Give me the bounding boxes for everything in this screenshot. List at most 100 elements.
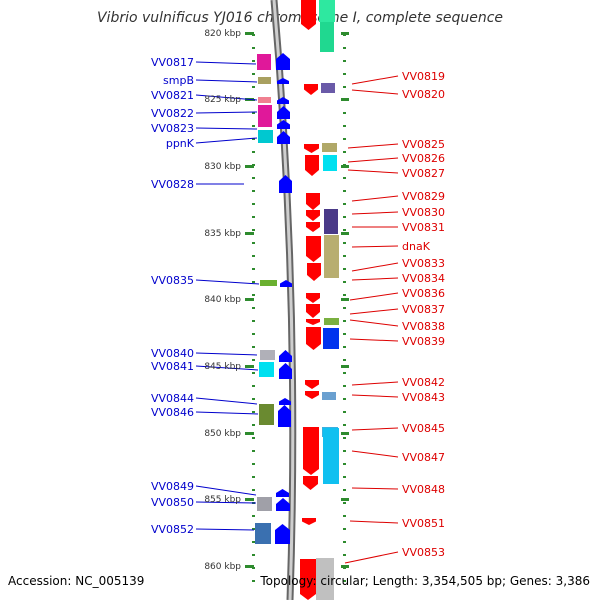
forward-gene-box [258, 105, 272, 127]
guide-dot [343, 489, 346, 491]
forward-arrow [277, 120, 290, 129]
guide-dot [343, 372, 346, 374]
reverse-gene-box [321, 83, 335, 93]
scale-tick-right [341, 98, 349, 101]
guide-dot [343, 502, 346, 504]
guide-dot [343, 125, 346, 127]
guide-dot [252, 411, 255, 413]
leader-line-ppnk [195, 137, 258, 144]
guide-dot [343, 385, 346, 387]
reverse-gene-box [320, 22, 334, 52]
guide-dot [252, 151, 255, 153]
guide-dot [252, 281, 255, 283]
reverse-gene-box [322, 392, 336, 400]
forward-gene-box [260, 350, 275, 360]
guide-dot [343, 476, 346, 478]
guide-dot [343, 294, 346, 296]
scale-label: 835 kbp [204, 229, 241, 239]
gene-label-vv0820: VV0820 [402, 88, 445, 101]
gene-label-vv0851: VV0851 [402, 517, 445, 530]
gene-label-vv0845: VV0845 [402, 422, 445, 435]
leader-line-vv0841 [195, 365, 259, 371]
reverse-arrow [301, 0, 316, 30]
forward-arrow [277, 106, 290, 119]
forward-gene-box [258, 130, 273, 143]
forward-arrow [277, 131, 290, 144]
accession-label: Accession: NC_005139 [8, 574, 145, 588]
forward-arrow [276, 53, 290, 70]
guide-dot [252, 294, 255, 296]
map-title: Vibrio vulnificus YJ016 chromosome I, co… [96, 10, 504, 26]
gene-label-vv0850: VV0850 [151, 496, 194, 509]
guide-dot [343, 580, 346, 582]
forward-arrow [280, 280, 292, 287]
leader-line-vv0821 [195, 94, 258, 101]
scale-tick-right [341, 232, 349, 235]
gene-label-vv0828: VV0828 [151, 178, 194, 191]
forward-arrow [279, 363, 292, 379]
forward-arrow [278, 405, 291, 427]
guide-dot [252, 112, 255, 114]
guide-dot [252, 450, 255, 452]
gene-label-vv0821: VV0821 [151, 89, 194, 102]
topology-label: Topology: circular; Length: 3,354,505 bp… [260, 574, 590, 588]
scale-label: 855 kbp [204, 495, 241, 505]
scale-tick [245, 32, 254, 35]
gene-label-dnak: dnaK [402, 240, 431, 253]
guide-dot [252, 359, 255, 361]
reverse-arrow [305, 391, 319, 399]
reverse-arrow [306, 236, 321, 262]
guide-dot [343, 463, 346, 465]
guide-dot [252, 255, 255, 257]
scale-tick-right [341, 32, 349, 35]
guide-dot [343, 541, 346, 543]
gene-label-vv0836: VV0836 [402, 287, 445, 300]
reverse-arrow [306, 304, 320, 318]
scale-label: 860 kbp [204, 562, 241, 572]
reverse-arrow [302, 518, 316, 525]
forward-gene-box [259, 362, 274, 377]
reverse-arrow [304, 144, 319, 153]
reverse-arrow [306, 327, 321, 350]
guide-dot [343, 515, 346, 517]
guide-dot [343, 359, 346, 361]
guide-dot [343, 47, 346, 49]
leader-line-vv0819 [351, 75, 399, 85]
gene-label-smpb: smpB [163, 74, 194, 87]
leader-line-vv0836 [349, 292, 399, 301]
gene-label-vv0846: VV0846 [151, 406, 194, 419]
leader-line-vv0840 [195, 352, 258, 356]
leader-line-vv0838 [349, 319, 399, 327]
guide-dot [343, 151, 346, 153]
scale-tick [245, 432, 254, 435]
scale-tick [245, 298, 254, 301]
guide-dot [252, 320, 255, 322]
guide-dot [343, 229, 346, 231]
gene-label-vv0840: VV0840 [151, 347, 194, 360]
gene-label-vv0843: VV0843 [402, 391, 445, 404]
guide-dot [252, 125, 255, 127]
gene-label-vv0833: VV0833 [402, 257, 445, 270]
forward-arrow [277, 97, 289, 104]
guide-dot [252, 47, 255, 49]
guide-dot [252, 229, 255, 231]
forward-gene-box [258, 97, 271, 103]
forward-arrow [276, 498, 290, 511]
guide-dot [343, 307, 346, 309]
guide-dot [343, 281, 346, 283]
guide-dot [252, 307, 255, 309]
reverse-arrow [303, 427, 319, 475]
gene-label-vv0838: VV0838 [402, 320, 445, 333]
gene-label-vv0834: VV0834 [402, 272, 445, 285]
guide-dot [343, 346, 346, 348]
reverse-gene-box [323, 155, 337, 171]
guide-dot [252, 554, 255, 556]
reverse-arrow [304, 84, 318, 95]
gene-label-vv0823: VV0823 [151, 122, 194, 135]
gene-label-vv0849: VV0849 [151, 480, 194, 493]
forward-gene-box [257, 54, 271, 70]
guide-dot [252, 528, 255, 530]
guide-dot [252, 190, 255, 192]
guide-dot [343, 528, 346, 530]
leader-line-dnak [351, 245, 399, 248]
